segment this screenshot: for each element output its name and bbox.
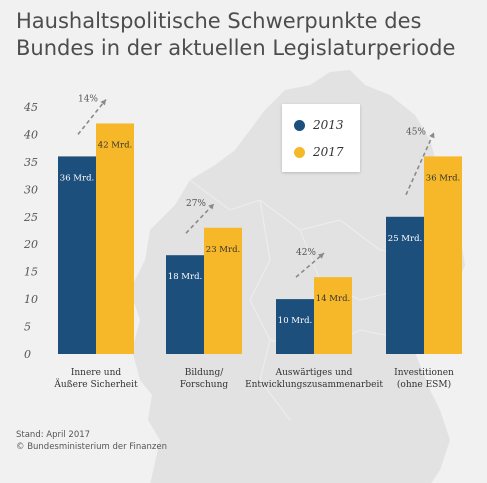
y-tick-label-35: 35 bbox=[24, 156, 38, 169]
footer-source: © Bundesministerium der Finanzen bbox=[16, 442, 167, 452]
legend-label-2013: 2013 bbox=[313, 118, 344, 132]
chart-title: Haushaltspolitische Schwerpunkte des Bun… bbox=[16, 8, 476, 62]
category-label-auswaertiges-line-2: Entwicklungszusammenarbeit bbox=[245, 380, 383, 390]
data-label-2013-bildung-forschung: 18 Mrd. bbox=[168, 272, 202, 282]
data-label-2013-auswaertiges: 10 Mrd. bbox=[278, 316, 312, 326]
bar-2013-investitionen bbox=[386, 216, 424, 354]
y-tick-label-45: 45 bbox=[23, 101, 38, 114]
growth-label-auswaertiges: 42% bbox=[296, 248, 316, 258]
footer: Stand: April 2017 © Bundesministerium de… bbox=[16, 429, 167, 453]
y-tick-label-25: 25 bbox=[23, 211, 38, 224]
growth-arrow-head-investitionen bbox=[429, 132, 435, 139]
bar-2017-investitionen bbox=[424, 156, 462, 354]
growth-arrow-head-auswaertiges bbox=[318, 253, 324, 259]
category-label-innere-sicherheit-line-2: Äußere Sicherheit bbox=[53, 378, 138, 390]
data-label-2013-innere-sicherheit: 36 Mrd. bbox=[60, 173, 94, 183]
y-tick-label-30: 30 bbox=[24, 183, 38, 196]
y-tick-label-40: 40 bbox=[23, 128, 38, 141]
growth-arrow-line-investitionen bbox=[405, 132, 435, 196]
bar-2017-auswaertiges bbox=[314, 277, 352, 354]
growth-arrow-head-bildung-forschung bbox=[208, 203, 214, 210]
bar-2013-innere-sicherheit bbox=[58, 156, 96, 354]
category-label-bildung-forschung-line-2: Forschung bbox=[180, 380, 229, 390]
legend-swatch-2017 bbox=[294, 146, 305, 158]
category-label-investitionen-line-1: Investitionen bbox=[394, 368, 454, 378]
bar-2013-auswaertiges bbox=[276, 299, 314, 354]
y-tick-label-10: 10 bbox=[24, 293, 38, 306]
y-tick-label-20: 20 bbox=[23, 238, 38, 251]
data-label-2013-investitionen: 25 Mrd. bbox=[388, 234, 422, 244]
chart-title-line-1: Haushaltspolitische Schwerpunkte des bbox=[16, 9, 422, 33]
growth-arrow-line-innere-sicherheit bbox=[77, 98, 107, 135]
legend-item-2017: 2017 bbox=[294, 145, 344, 159]
data-label-2017-investitionen: 36 Mrd. bbox=[426, 173, 460, 183]
category-label-bildung-forschung-line-1: Bildung/ bbox=[185, 368, 224, 378]
growth-arrow-line-auswaertiges bbox=[295, 252, 325, 278]
chart-legend: 2013 2017 bbox=[282, 104, 360, 172]
growth-label-investitionen: 45% bbox=[406, 127, 426, 137]
category-label-innere-sicherheit-line-1: Innere und bbox=[71, 368, 122, 378]
y-tick-label-15: 15 bbox=[24, 266, 38, 279]
footer-stand: Stand: April 2017 bbox=[16, 430, 91, 440]
legend-swatch-2013 bbox=[294, 119, 305, 131]
bar-2017-bildung-forschung bbox=[204, 227, 242, 354]
data-label-2017-auswaertiges: 14 Mrd. bbox=[316, 294, 350, 304]
growth-arrow-head-innere-sicherheit bbox=[100, 99, 106, 106]
growth-label-bildung-forschung: 27% bbox=[186, 199, 206, 209]
y-tick-label-0: 0 bbox=[24, 348, 31, 361]
category-label-auswaertiges-line-1: Auswärtiges und bbox=[275, 368, 353, 378]
legend-label-2017: 2017 bbox=[313, 145, 344, 159]
category-label-investitionen-line-2: (ohne ESM) bbox=[397, 379, 451, 390]
bar-2013-bildung-forschung bbox=[166, 255, 204, 354]
data-label-2017-innere-sicherheit: 42 Mrd. bbox=[98, 140, 132, 150]
chart-title-line-2: Bundes in der aktuellen Legislaturperiod… bbox=[16, 36, 456, 60]
data-label-2017-bildung-forschung: 23 Mrd. bbox=[206, 245, 240, 255]
growth-label-innere-sicherheit: 14% bbox=[78, 94, 98, 104]
y-tick-label-5: 5 bbox=[24, 321, 31, 334]
bar-2017-innere-sicherheit bbox=[96, 123, 134, 354]
legend-item-2013: 2013 bbox=[294, 118, 344, 132]
